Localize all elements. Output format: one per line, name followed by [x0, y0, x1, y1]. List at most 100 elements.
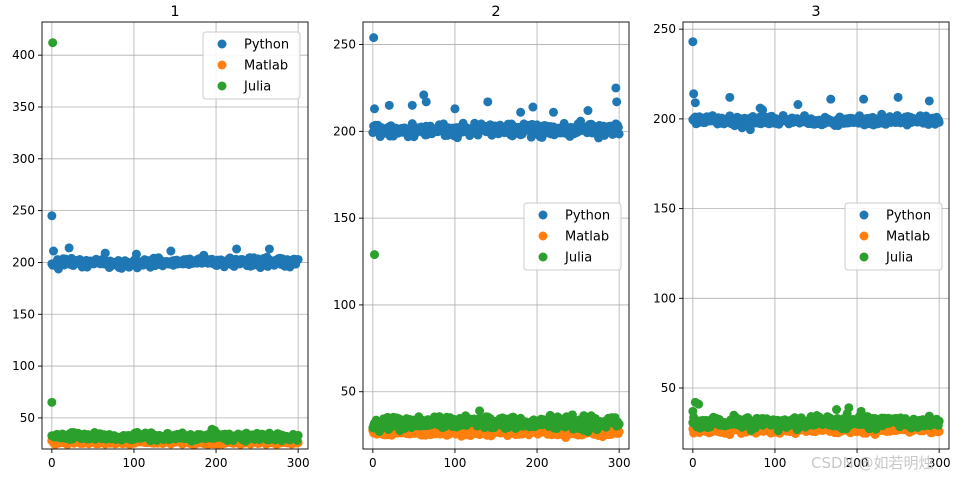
- y-tick-label: 150: [653, 202, 676, 216]
- x-tick-label: 300: [608, 456, 631, 470]
- y-tick-label: 200: [12, 255, 35, 269]
- data-point-python: [369, 104, 379, 114]
- data-point-python: [583, 106, 593, 116]
- y-tick-label: 200: [333, 124, 356, 138]
- x-tick-label: 300: [928, 456, 951, 470]
- data-point-python: [384, 100, 394, 110]
- legend-marker-python: [217, 39, 227, 49]
- data-point-python: [419, 90, 429, 100]
- y-tick-label: 250: [653, 22, 676, 36]
- y-tick-label: 400: [12, 48, 35, 62]
- legend-label-matlab: Matlab: [565, 230, 609, 245]
- data-point-python: [483, 97, 493, 107]
- data-point-python: [758, 105, 768, 115]
- legend: Python Matlab Julia: [523, 202, 622, 271]
- data-point-python: [64, 243, 74, 253]
- data-point-python: [369, 33, 379, 43]
- x-tick-label: 100: [763, 456, 786, 470]
- legend-label-matlab: Matlab: [244, 59, 288, 74]
- data-point-julia: [832, 405, 842, 415]
- subplot-2: 0 100 200 300 50 100 150 200 250 2 Python Matlab Jul…: [333, 4, 631, 470]
- subplot-title: 3: [811, 4, 820, 20]
- data-point-julia: [293, 430, 303, 440]
- data-point-python: [893, 92, 903, 102]
- y-tick-label: 100: [12, 359, 35, 373]
- data-point-julia: [209, 425, 219, 435]
- y-tick-label: 50: [341, 385, 356, 399]
- data-point-python: [407, 100, 417, 110]
- data-point-python: [450, 104, 460, 114]
- data-point-python: [924, 96, 934, 106]
- x-tick-label: 0: [48, 456, 56, 470]
- data-point-python: [725, 92, 735, 102]
- data-point-python: [611, 83, 621, 93]
- data-point-julia: [47, 397, 57, 407]
- subplot-1: 0 100 200 300 50 100 150 200 250 300 350 400 1 Python…: [12, 4, 310, 470]
- data-point-python: [131, 249, 141, 259]
- axes-frame: [41, 21, 309, 450]
- data-point-python: [934, 117, 944, 127]
- y-tick-label: 150: [12, 307, 35, 321]
- legend-marker-python: [538, 210, 548, 220]
- data-points: [47, 38, 303, 450]
- data-point-python: [264, 244, 274, 254]
- data-point-python: [826, 94, 836, 104]
- data-point-julia: [475, 406, 485, 416]
- y-tick-label: 150: [333, 211, 356, 225]
- legend-label-matlab: Matlab: [886, 230, 930, 245]
- data-points: [688, 37, 944, 440]
- legend-label-python: Python: [244, 38, 289, 53]
- x-tick-label: 200: [846, 456, 869, 470]
- data-point-python: [614, 129, 624, 139]
- subplot-3: 0 100 200 300 50 100 150 200 250 3 Python Matlab Jul…: [653, 4, 951, 470]
- legend-box: [202, 31, 301, 100]
- y-tick-label: 100: [653, 291, 676, 305]
- y-tick-label: 200: [653, 112, 676, 126]
- data-point-python: [613, 122, 623, 132]
- x-tick-label: 300: [287, 456, 310, 470]
- legend-box: [523, 202, 622, 271]
- data-point-python: [528, 102, 538, 112]
- data-point-python: [745, 125, 755, 135]
- legend-marker-julia: [217, 81, 227, 91]
- legend-box: [844, 202, 943, 271]
- legend-marker-python: [859, 210, 869, 220]
- data-point-python: [689, 89, 699, 99]
- y-tick-label: 300: [12, 152, 35, 166]
- data-point-julia: [694, 399, 704, 409]
- data-point-python: [516, 107, 526, 117]
- data-point-julia: [844, 403, 854, 413]
- x-tick-label: 0: [689, 456, 697, 470]
- x-tick-label: 100: [443, 456, 466, 470]
- watermark: CSDN @如若明烛: [811, 454, 934, 472]
- data-point-python: [293, 254, 303, 264]
- y-tick-label: 350: [12, 100, 35, 114]
- legend-label-julia: Julia: [885, 251, 913, 266]
- y-tick-label: 100: [333, 298, 356, 312]
- legend-label-python: Python: [886, 209, 931, 224]
- legend-marker-matlab: [859, 231, 869, 241]
- data-point-python: [199, 250, 209, 260]
- data-point-python: [100, 248, 110, 258]
- legend-label-julia: Julia: [564, 251, 592, 266]
- data-point-python: [612, 97, 622, 107]
- data-point-python: [47, 211, 57, 221]
- subplot-title: 2: [491, 4, 500, 20]
- y-tick-label: 50: [20, 411, 35, 425]
- data-point-python: [793, 100, 803, 110]
- data-points: [368, 33, 624, 443]
- data-point-julia: [688, 406, 698, 416]
- data-point-python: [232, 244, 242, 254]
- x-tick-label: 200: [526, 456, 549, 470]
- data-point-python: [166, 246, 176, 256]
- legend-marker-julia: [538, 252, 548, 262]
- data-point-julia: [614, 419, 624, 429]
- x-tick-label: 0: [369, 456, 377, 470]
- data-point-python: [421, 97, 431, 107]
- y-tick-label: 250: [12, 204, 35, 218]
- data-point-python: [688, 37, 698, 47]
- legend-label-julia: Julia: [243, 80, 271, 95]
- x-tick-label: 100: [122, 456, 145, 470]
- legend-marker-matlab: [538, 231, 548, 241]
